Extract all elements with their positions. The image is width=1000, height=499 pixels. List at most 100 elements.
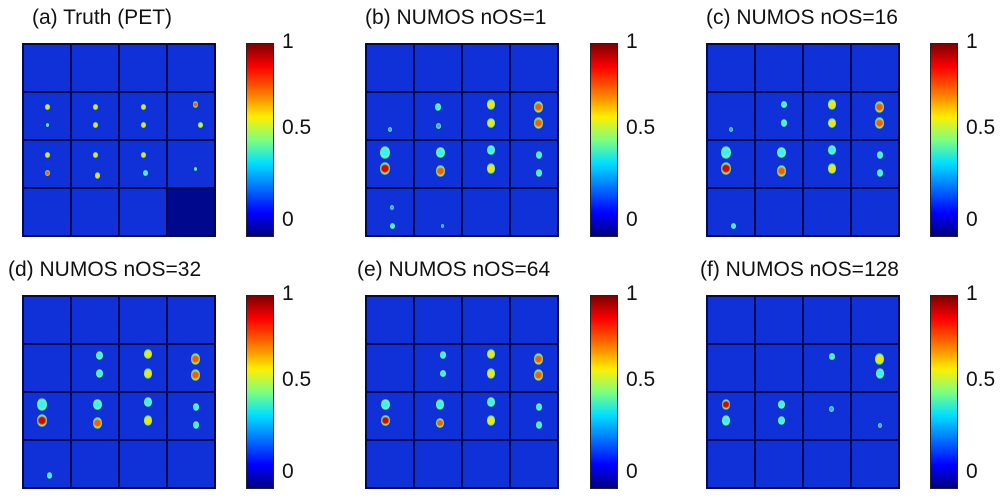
image-tile xyxy=(72,345,118,391)
image-tile xyxy=(367,345,413,391)
image-tile xyxy=(852,141,898,187)
image-mosaic xyxy=(706,295,900,489)
panel-title: (a) Truth (PET) xyxy=(32,6,173,29)
activity-spot xyxy=(92,103,98,111)
image-tile xyxy=(511,189,557,235)
image-tile xyxy=(72,189,118,235)
activity-spot xyxy=(191,352,201,365)
activity-spot xyxy=(486,415,495,426)
activity-spot xyxy=(436,417,445,429)
image-tile xyxy=(463,141,509,187)
colorbar-tick-label: 1 xyxy=(282,282,294,305)
image-tile xyxy=(804,189,850,235)
image-tile xyxy=(72,297,118,343)
activity-spot xyxy=(875,117,885,129)
activity-spot xyxy=(535,421,542,430)
colorbar-tick-label: 0 xyxy=(626,208,638,231)
image-tile xyxy=(415,189,461,235)
activity-spot xyxy=(44,103,50,111)
colorbar-tick-label: 0 xyxy=(282,460,294,483)
image-tile xyxy=(168,393,214,439)
activity-spot xyxy=(96,368,104,379)
activity-spot xyxy=(436,399,445,410)
image-tile xyxy=(804,93,850,139)
colorbar xyxy=(930,43,958,237)
image-tile xyxy=(24,45,70,91)
image-tile xyxy=(852,45,898,91)
activity-spot xyxy=(439,351,446,360)
activity-spot xyxy=(94,172,100,179)
image-tile xyxy=(463,441,509,487)
image-tile xyxy=(168,441,214,487)
image-tile xyxy=(415,441,461,487)
colorbar-tick-label: 1 xyxy=(626,282,638,305)
activity-spot xyxy=(140,151,146,159)
activity-spot xyxy=(777,416,785,426)
image-tile xyxy=(708,441,754,487)
activity-spot xyxy=(389,222,395,230)
activity-spot xyxy=(827,163,836,174)
activity-spot xyxy=(721,162,732,176)
image-tile xyxy=(120,297,166,343)
activity-spot xyxy=(96,350,104,360)
image-tile xyxy=(415,345,461,391)
image-tile xyxy=(120,345,166,391)
image-tile xyxy=(120,141,166,187)
image-tile xyxy=(708,141,754,187)
image-tile xyxy=(24,297,70,343)
image-mosaic xyxy=(22,43,216,237)
image-tile xyxy=(120,441,166,487)
activity-spot xyxy=(92,121,98,129)
image-tile xyxy=(367,441,413,487)
activity-spot xyxy=(827,117,836,129)
activity-spot xyxy=(435,165,445,177)
activity-spot xyxy=(486,99,495,110)
activity-spot xyxy=(486,163,495,174)
activity-spot xyxy=(486,349,495,360)
image-tile xyxy=(168,345,214,391)
activity-spot xyxy=(92,151,98,159)
image-tile xyxy=(415,297,461,343)
activity-spot xyxy=(722,399,731,410)
image-tile xyxy=(756,93,802,139)
activity-spot xyxy=(730,222,736,230)
activity-spot xyxy=(380,162,391,176)
image-tile xyxy=(852,345,898,391)
colorbar-tick-label: 0 xyxy=(966,208,978,231)
activity-spot xyxy=(776,146,786,159)
image-tile xyxy=(367,45,413,91)
activity-spot xyxy=(44,169,50,177)
activity-spot xyxy=(193,101,199,108)
activity-spot xyxy=(877,422,882,428)
activity-spot xyxy=(37,398,48,411)
image-tile xyxy=(852,393,898,439)
image-tile xyxy=(168,45,214,91)
image-tile xyxy=(24,93,70,139)
activity-spot xyxy=(435,122,441,130)
activity-spot xyxy=(388,127,392,133)
image-tile xyxy=(756,45,802,91)
activity-spot xyxy=(780,100,787,109)
image-tile xyxy=(804,345,850,391)
activity-spot xyxy=(194,166,198,171)
image-tile xyxy=(415,93,461,139)
image-tile xyxy=(168,93,214,139)
activity-spot xyxy=(875,100,885,113)
image-tile xyxy=(804,441,850,487)
activity-spot xyxy=(829,405,835,413)
activity-spot xyxy=(780,119,787,127)
activity-spot xyxy=(827,145,836,156)
colorbar-tick-label: 1 xyxy=(626,30,638,53)
colorbar-tick-label: 0.5 xyxy=(626,368,656,391)
colorbar-tick-label: 1 xyxy=(966,282,978,305)
image-tile xyxy=(708,345,754,391)
image-tile xyxy=(415,393,461,439)
activity-spot xyxy=(46,472,52,479)
colorbar xyxy=(930,295,958,489)
colorbar-tick-label: 0.5 xyxy=(966,368,996,391)
panel-3: (c) NUMOS nOS=16 1 0.5 0 xyxy=(706,0,1000,247)
image-tile xyxy=(463,45,509,91)
panel-5: (e) NUMOS nOS=64 1 0.5 0 xyxy=(357,252,695,499)
image-tile xyxy=(24,345,70,391)
colorbar-tick-label: 0.5 xyxy=(626,116,656,139)
